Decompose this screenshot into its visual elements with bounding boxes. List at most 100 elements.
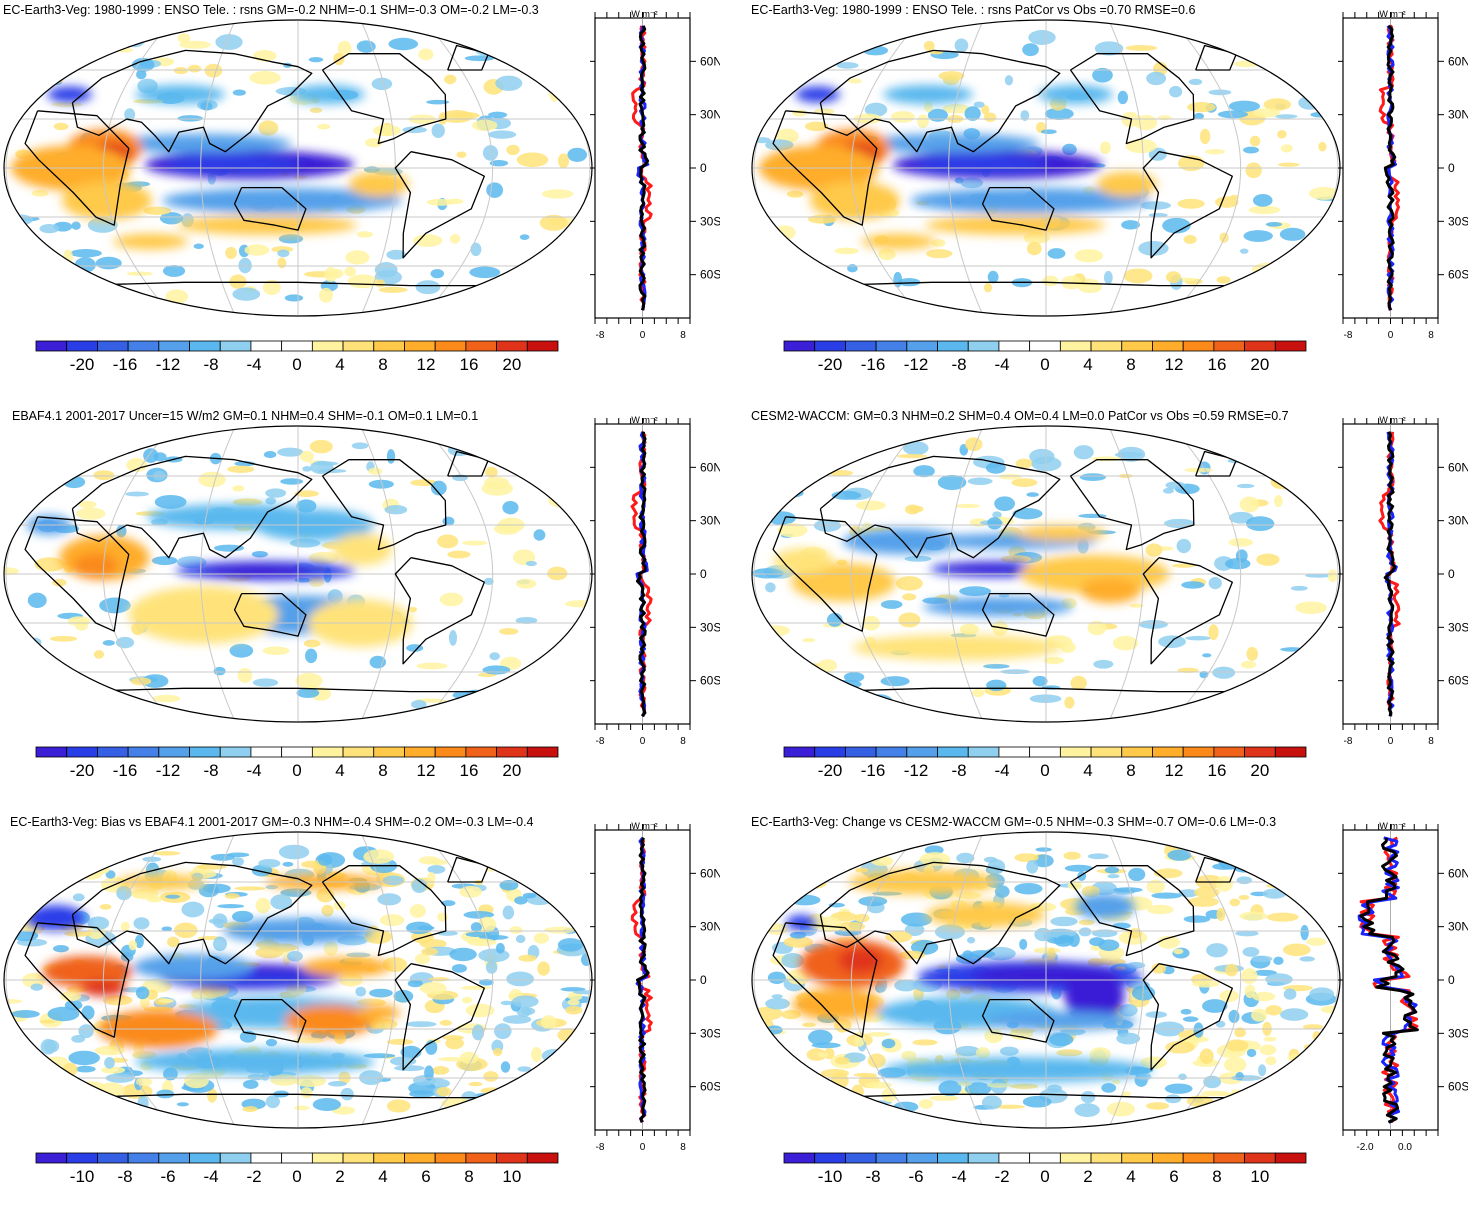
- field-speck: [567, 147, 588, 162]
- field-speck: [1167, 849, 1192, 861]
- field-speck: [1216, 276, 1231, 284]
- field-speck: [506, 144, 520, 156]
- anomaly-blob: [135, 84, 226, 105]
- field-speck: [765, 139, 794, 151]
- field-speck: [1064, 864, 1093, 872]
- colorbar-swatch: [189, 1152, 221, 1164]
- colorbar-label: -20: [817, 761, 843, 780]
- field-speck: [308, 551, 340, 565]
- colorbar-swatch: [311, 746, 344, 758]
- field-speck: [470, 843, 501, 857]
- field-speck: [53, 122, 69, 131]
- field-speck: [60, 991, 82, 1002]
- colorbar-label: -8: [951, 355, 967, 374]
- field-speck: [213, 936, 227, 952]
- field-speck: [280, 888, 312, 897]
- longitude-gridline: [102, 20, 172, 316]
- field-speck: [442, 516, 455, 526]
- field-speck: [1049, 1033, 1074, 1047]
- colorbar-swatch: [281, 340, 313, 352]
- field-speck: [994, 496, 1016, 512]
- lat-label: 30S: [1448, 214, 1468, 228]
- field-speck: [565, 1005, 583, 1015]
- field-speck: [52, 578, 67, 587]
- anomaly-blob: [134, 1048, 375, 1075]
- field-speck: [987, 859, 1006, 875]
- field-speck: [59, 264, 74, 275]
- field-speck: [135, 986, 150, 1000]
- panel-6: EC-Earth3-Veg: Change vs CESM2-WACCM GM=…: [748, 812, 1483, 1212]
- field-speck: [92, 447, 118, 457]
- field-speck: [465, 1003, 495, 1018]
- field-speck: [971, 688, 985, 698]
- field-speck: [1225, 1039, 1249, 1052]
- colorbar-label: -12: [155, 761, 181, 780]
- field-speck: [340, 1087, 354, 1101]
- field-speck: [1280, 1008, 1309, 1021]
- anomaly-blob: [785, 914, 816, 931]
- colorbar-swatch: [250, 746, 283, 758]
- field-speck: [999, 1046, 1019, 1056]
- field-speck: [153, 452, 167, 462]
- field-speck: [783, 936, 814, 948]
- field-speck: [200, 101, 213, 111]
- field-speck: [1165, 271, 1182, 284]
- field-speck: [1103, 270, 1113, 285]
- colorbar-swatch: [127, 746, 160, 758]
- field-speck: [499, 1097, 524, 1103]
- field-speck: [1121, 1091, 1132, 1097]
- field-speck: [75, 1065, 96, 1073]
- colorbar-label: -12: [903, 761, 929, 780]
- field-speck: [483, 1071, 499, 1082]
- field-speck: [426, 99, 450, 105]
- colorbar-label: -20: [817, 355, 843, 374]
- field-speck: [1304, 573, 1333, 578]
- field-speck: [1229, 898, 1241, 907]
- field-speck: [95, 850, 118, 857]
- coastline: [819, 861, 1061, 965]
- coastline: [772, 922, 878, 1038]
- field-speck: [834, 1056, 850, 1065]
- field-speck: [1047, 1084, 1062, 1093]
- zonal-unit-label: W m⁻²: [631, 10, 657, 19]
- field-speck: [849, 1100, 860, 1114]
- lat-label: 60S: [700, 268, 720, 282]
- colorbar-label: 12: [416, 761, 436, 780]
- field-speck: [337, 40, 352, 57]
- field-speck: [926, 249, 953, 259]
- lat-label: 60S: [700, 1080, 720, 1094]
- field-speck: [76, 507, 106, 520]
- field-speck: [500, 1061, 511, 1073]
- zonal-line-black: [635, 431, 647, 718]
- field-speck: [278, 234, 304, 244]
- colorbar-swatch: [311, 1152, 344, 1164]
- colorbar-swatch: [97, 746, 129, 758]
- field-speck: [502, 1015, 532, 1024]
- field-speck: [418, 856, 441, 865]
- field-speck: [1116, 1032, 1141, 1045]
- colorbar-swatch: [1244, 340, 1276, 352]
- field-speck: [27, 592, 47, 609]
- field-speck: [133, 917, 150, 930]
- field-speck: [881, 1087, 897, 1103]
- colorbar-label: 0: [1040, 355, 1050, 374]
- colorbar-label: 0: [1040, 761, 1050, 780]
- field-speck: [1251, 1008, 1268, 1022]
- field-speck: [1178, 1036, 1209, 1043]
- zonal-mean-plot: W m⁻² 60N 30N 0 30S 60S -8 0 8: [1338, 10, 1468, 341]
- field-speck: [499, 879, 519, 891]
- colorbar-swatch: [465, 746, 497, 758]
- field-speck: [817, 1052, 829, 1058]
- field-speck: [929, 1095, 959, 1101]
- field-speck: [427, 871, 436, 885]
- field-speck: [1290, 585, 1308, 591]
- field-speck: [1280, 144, 1293, 153]
- field-speck: [506, 971, 535, 987]
- field-speck: [445, 198, 464, 205]
- field-speck: [1022, 43, 1039, 57]
- field-speck: [843, 672, 865, 683]
- field-speck: [439, 1019, 452, 1026]
- field-speck: [547, 566, 568, 581]
- colorbar-swatch: [526, 746, 559, 758]
- field-speck: [278, 844, 310, 860]
